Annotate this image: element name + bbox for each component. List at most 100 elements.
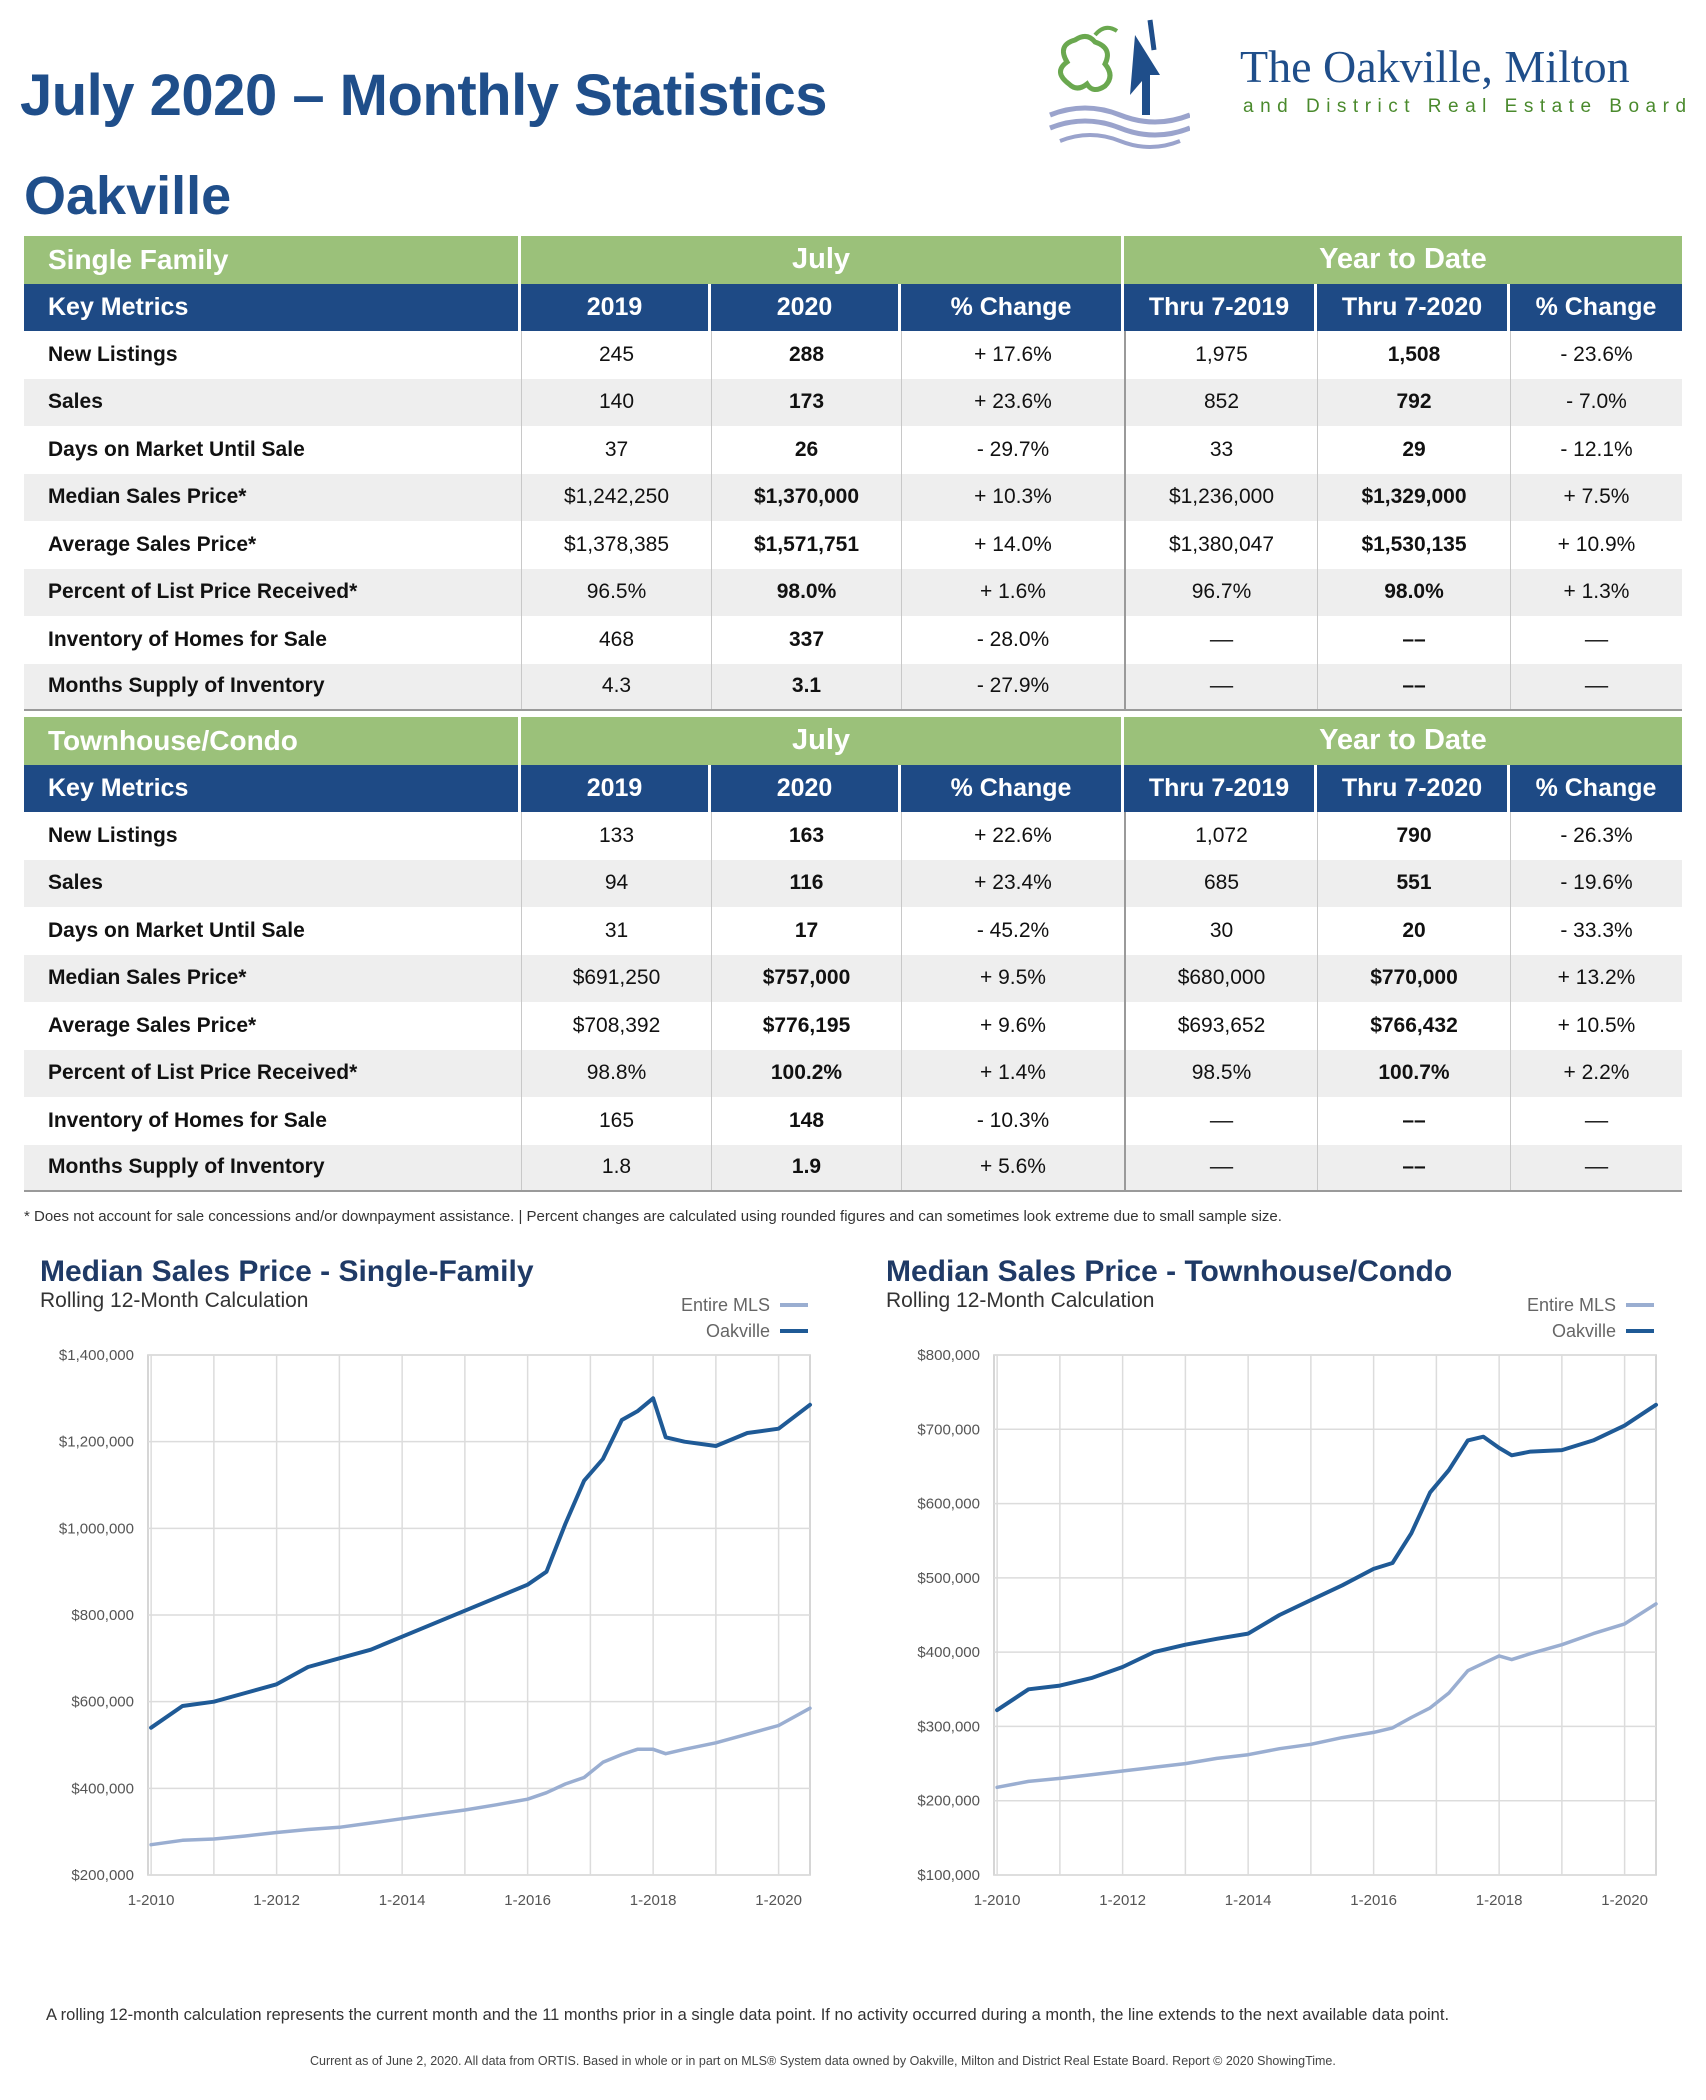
metric-value: + 13.2% [1510,954,1682,1002]
metric-label: Percent of List Price Received* [48,580,358,604]
metric-label: Days on Market Until Sale [48,918,305,942]
y-tick-label: $700,000 [917,1421,980,1438]
metric-value: $1,370,000 [711,473,901,521]
metric-value: –– [1124,1097,1317,1145]
board-logo: The Oakville, Milton and District Real E… [1040,10,1690,150]
metric-value: + 2.2% [1510,1049,1682,1097]
column-header: Key Metrics [24,283,521,331]
metric-value: 98.8% [521,1049,711,1097]
period-label-month: July [521,236,1124,284]
metric-value: + 23.4% [901,859,1124,907]
metric-label: Inventory of Homes for Sale [48,1108,327,1132]
page-title: July 2020 – Monthly Statistics [20,63,827,128]
table-row: Median Sales Price* $1,242,250 $1,370,000 +… [24,473,1682,521]
y-tick-label: $100,000 [917,1867,980,1884]
metric-value: 4.3 [521,663,711,709]
table-row: Days on Market Until Sale 31 17- 45.2% 30 20… [24,907,1682,955]
period-label-month: July [521,717,1124,765]
metric-value: + 9.5% [901,954,1124,1002]
metric-value: $1,236,000 [1124,473,1317,521]
column-header-row: Key Metrics 2019 2020% Change Thru 7-2019 Th… [24,764,1682,812]
metric-value: $680,000 [1124,954,1317,1002]
metric-value: 98.5% [1124,1049,1317,1097]
metric-value: –– [1510,1097,1682,1145]
metric-label: New Listings [48,342,178,366]
metric-value: $691,250 [521,954,711,1002]
x-tick-label: 1-2016 [1350,1892,1397,1909]
metric-value: –– [1317,1144,1510,1190]
column-header: 2019 [521,764,711,812]
chart-title: Median Sales Price - Townhouse/Condo [886,1255,1453,1288]
x-tick-label: 1-2020 [755,1892,802,1909]
period-label-ytd: Year to Date [1124,236,1682,284]
x-tick-label: 1-2016 [504,1892,551,1909]
column-header: 2020 [711,764,901,812]
column-header: % Change [1510,283,1682,331]
metric-value: 98.0% [1317,568,1510,616]
column-header: Thru 7-2019 [1124,764,1317,812]
table-row: Months Supply of Inventory 1.8 1.9 + 5.6% ––… [24,1144,1682,1192]
series-line-entire-mls [149,1706,812,1847]
metric-value: –– [1317,663,1510,709]
rolling-calculation-note: A rolling 12-month calculation represent… [46,2006,1450,2024]
metric-value: $1,530,135 [1317,521,1510,569]
period-label-ytd: Year to Date [1124,717,1682,765]
metric-value: - 29.7% [901,426,1124,474]
line-chart-svg: $100,000 $200,000 $300,000 $400,000 $500,000… [917,1295,1658,1909]
y-tick-label: $1,000,000 [59,1520,134,1537]
metric-value: $1,380,047 [1124,521,1317,569]
metric-label: Average Sales Price* [48,1013,257,1037]
metric-value: + 10.5% [1510,1002,1682,1050]
legend-label: Oakville [706,1321,770,1341]
metric-value: 94 [521,859,711,907]
y-tick-label: $400,000 [71,1780,134,1797]
table-row: Average Sales Price* $708,392 $776,195 + 9.… [24,1002,1682,1050]
table-footnote: * Does not account for sale concessions … [24,1208,1282,1225]
metric-value: 337 [711,616,901,664]
metric-value: + 9.6% [901,1002,1124,1050]
metric-value: 790 [1317,812,1510,860]
metric-value: 1.8 [521,1144,711,1190]
metric-label: Median Sales Price* [48,485,247,509]
y-tick-label: $600,000 [71,1694,134,1711]
chart-single-family: Median Sales Price - Single-Family Rollin… [20,1245,830,1935]
table-row: Percent of List Price Received* 98.8% 100.… [24,1049,1682,1097]
single-family-table: Single Family July Year to Date Key Metrics… [24,236,1682,711]
x-tick-label: 1-2018 [1476,1892,1523,1909]
table-row: Months Supply of Inventory 4.3 3.1- 27.9% –… [24,663,1682,711]
metric-value: - 23.6% [1510,331,1682,379]
metric-value: $1,378,385 [521,521,711,569]
metric-value: –– [1124,616,1317,664]
metric-value: 31 [521,907,711,955]
column-header: Thru 7-2020 [1317,764,1510,812]
legend-label: Entire MLS [681,1295,770,1315]
metric-value: - 27.9% [901,663,1124,709]
x-tick-label: 1-2010 [128,1892,175,1909]
metric-value: + 10.9% [1510,521,1682,569]
metric-value: 37 [521,426,711,474]
tree-logo-icon [1049,19,1190,149]
metric-label: New Listings [48,823,178,847]
metric-value: 163 [711,812,901,860]
metric-value: 20 [1317,907,1510,955]
series-line-entire-mls [995,1602,1658,1790]
line-chart-svg: $200,000 $400,000 $600,000 $800,000 $1,000,0… [59,1295,812,1909]
metric-value: + 7.5% [1510,473,1682,521]
metric-label: Months Supply of Inventory [48,674,325,698]
metric-value: 96.7% [1124,568,1317,616]
column-header: Thru 7-2020 [1317,283,1510,331]
metric-value: - 7.0% [1510,378,1682,426]
y-tick-label: $400,000 [917,1644,980,1661]
metric-value: 100.7% [1317,1049,1510,1097]
metric-value: 29 [1317,426,1510,474]
metric-value: 1,975 [1124,331,1317,379]
metric-value: –– [1317,1097,1510,1145]
metric-value: 116 [711,859,901,907]
metric-value: 288 [711,331,901,379]
metric-value: 468 [521,616,711,664]
metric-value: + 17.6% [901,331,1124,379]
metric-value: + 23.6% [901,378,1124,426]
series-line-oakville [149,1396,812,1730]
table-row: New Listings 133 163 + 22.6% 1,072 790- 26.3% [24,812,1682,860]
metric-value: 3.1 [711,663,901,709]
